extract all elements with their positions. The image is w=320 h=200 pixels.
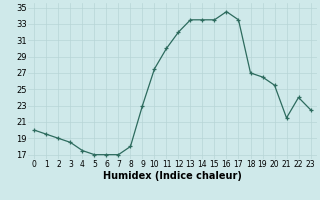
X-axis label: Humidex (Indice chaleur): Humidex (Indice chaleur)	[103, 171, 242, 181]
